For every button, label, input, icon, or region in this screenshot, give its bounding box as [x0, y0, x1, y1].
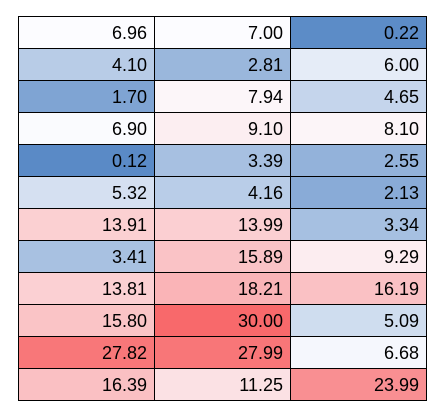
heatmap-row: 3.41 15.89 9.29 — [18, 240, 427, 273]
heatmap-cell: 6.00 — [290, 48, 427, 81]
heatmap-cell: 4.16 — [154, 176, 291, 209]
heatmap-cell: 6.68 — [290, 336, 427, 369]
heatmap-cell: 5.09 — [290, 304, 427, 337]
heatmap-body: 6.96 7.00 0.22 4.10 2.81 6.00 1.70 7.94 … — [18, 16, 427, 401]
heatmap-cell: 23.99 — [290, 368, 427, 401]
heatmap-cell: 15.80 — [18, 304, 155, 337]
heatmap-cell: 1.70 — [18, 80, 155, 113]
heatmap-cell: 13.91 — [18, 208, 155, 241]
heatmap-row: 1.70 7.94 4.65 — [18, 80, 427, 113]
heatmap-cell: 27.82 — [18, 336, 155, 369]
heatmap-row: 13.91 13.99 3.34 — [18, 208, 427, 241]
heatmap-cell: 9.29 — [290, 240, 427, 273]
heatmap-row: 15.80 30.00 5.09 — [18, 304, 427, 337]
heatmap-cell: 16.39 — [18, 368, 155, 401]
heatmap-row: 27.82 27.99 6.68 — [18, 336, 427, 369]
heatmap-cell: 6.90 — [18, 112, 155, 145]
heatmap-cell: 30.00 — [154, 304, 291, 337]
heatmap-cell: 2.13 — [290, 176, 427, 209]
heatmap-cell: 13.81 — [18, 272, 155, 305]
heatmap-row: 0.12 3.39 2.55 — [18, 144, 427, 177]
heatmap-cell: 4.65 — [290, 80, 427, 113]
heatmap-row: 6.90 9.10 8.10 — [18, 112, 427, 145]
heatmap-row: 5.32 4.16 2.13 — [18, 176, 427, 209]
heatmap-cell: 11.25 — [154, 368, 291, 401]
heatmap-cell: 18.21 — [154, 272, 291, 305]
heatmap-cell: 3.39 — [154, 144, 291, 177]
heatmap-row: 16.39 11.25 23.99 — [18, 368, 427, 401]
heatmap-cell: 4.10 — [18, 48, 155, 81]
heatmap-cell: 5.32 — [18, 176, 155, 209]
heatmap-cell: 0.22 — [290, 16, 427, 49]
heatmap-table: 6.96 7.00 0.22 4.10 2.81 6.00 1.70 7.94 … — [18, 16, 427, 401]
heatmap-cell: 9.10 — [154, 112, 291, 145]
heatmap-cell: 2.55 — [290, 144, 427, 177]
heatmap-row: 6.96 7.00 0.22 — [18, 16, 427, 49]
heatmap-cell: 7.00 — [154, 16, 291, 49]
heatmap-row: 4.10 2.81 6.00 — [18, 48, 427, 81]
heatmap-cell: 3.41 — [18, 240, 155, 273]
heatmap-cell: 16.19 — [290, 272, 427, 305]
heatmap-cell: 0.12 — [18, 144, 155, 177]
heatmap-cell: 6.96 — [18, 16, 155, 49]
heatmap-cell: 8.10 — [290, 112, 427, 145]
heatmap-cell: 15.89 — [154, 240, 291, 273]
heatmap-cell: 7.94 — [154, 80, 291, 113]
heatmap-row: 13.81 18.21 16.19 — [18, 272, 427, 305]
heatmap-cell: 27.99 — [154, 336, 291, 369]
heatmap-cell: 13.99 — [154, 208, 291, 241]
heatmap-cell: 2.81 — [154, 48, 291, 81]
heatmap-cell: 3.34 — [290, 208, 427, 241]
